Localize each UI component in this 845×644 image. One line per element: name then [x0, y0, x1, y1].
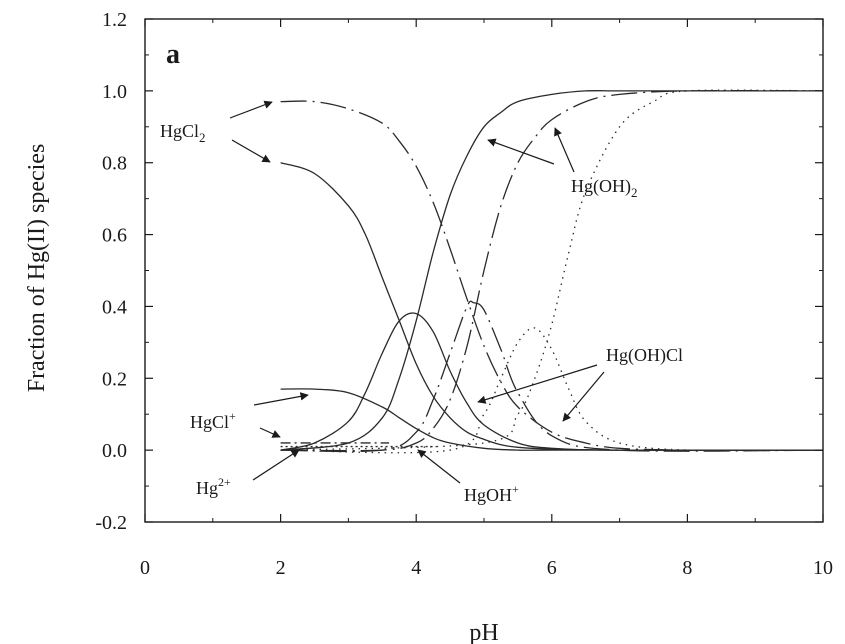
series-line-hgoh2-dash-dot: [280, 89, 824, 452]
series-line-hgohcl-dotted: [280, 327, 824, 454]
label-hgoh2-text: Hg(OH): [571, 176, 631, 197]
label-hgohcl-text: Hg(OH)Cl: [606, 345, 683, 366]
y-tick-label: 1.2: [102, 9, 127, 31]
y-tick-label: 0.4: [102, 296, 127, 318]
y-tick-label: 0.6: [102, 225, 127, 247]
arrow-hg2: [252, 449, 300, 481]
label-hgcl-text: HgCl: [190, 412, 229, 432]
arrow-hgohcl-dashed: [477, 364, 598, 404]
arrow-hgoh2-solid: [487, 138, 555, 165]
x-tick-label: 8: [682, 557, 692, 579]
series-line-hgcl2-solid: [280, 162, 823, 451]
label-hg2-superscript: 2+: [218, 475, 231, 489]
label-hg2: Hg2+: [196, 475, 231, 498]
label-hgcl2-text: HgCl: [160, 121, 199, 141]
label-hgoh2: Hg(OH)2: [571, 176, 638, 200]
label-hgoh2-subscript: 2: [631, 185, 638, 200]
arrow-hgcl-lower: [259, 427, 281, 438]
arrow-hgoh: [417, 449, 461, 484]
label-hgcl2-subscript: 2: [199, 130, 206, 145]
arrow-hgoh2-dashed: [554, 127, 575, 173]
x-tick-label: 4: [411, 557, 421, 579]
label-hgoh: HgOH+: [464, 482, 519, 505]
y-tick-label: 1.0: [102, 81, 127, 103]
series-line-hgcl2-dash-dot: [280, 100, 824, 451]
y-tick-label: 0.0: [102, 440, 127, 462]
x-tick-label: 10: [813, 557, 833, 579]
y-tick-label: -0.2: [95, 512, 127, 534]
panel-label: a: [166, 39, 180, 70]
x-axis-title: pH: [469, 620, 498, 644]
label-hg2-text: Hg: [196, 478, 218, 498]
label-hgcl-superscript: +: [229, 409, 236, 423]
series-line-hgoh2-dotted: [280, 89, 824, 451]
arrow-hgcl2-upper: [229, 100, 273, 119]
y-axis-title: Fraction of Hg(II) species: [24, 144, 50, 393]
series-line-hgohcl-solid: [280, 312, 824, 451]
arrow-hgcl-upper: [253, 392, 309, 406]
label-hgoh-superscript: +: [512, 482, 519, 496]
y-tick-label: 0.2: [102, 368, 127, 390]
arrow-hgcl2-lower: [231, 139, 271, 163]
series-line-hgohcl-dash-dot: [280, 300, 824, 453]
label-hgcl2: HgCl2: [160, 121, 206, 145]
series-line-hgoh2-solid: [280, 89, 823, 451]
label-hgcl: HgCl+: [190, 409, 236, 432]
x-tick-label: 6: [547, 557, 557, 579]
y-tick-label: 0.8: [102, 153, 127, 175]
label-hgohcl: Hg(OH)Cl: [606, 345, 683, 366]
arrow-hgohcl-dotted: [562, 371, 605, 422]
x-tick-label: 2: [276, 557, 286, 579]
series-line-hgcl-solid: [280, 388, 823, 451]
label-hgoh-text: HgOH: [464, 485, 512, 505]
x-tick-label: 0: [140, 557, 150, 579]
